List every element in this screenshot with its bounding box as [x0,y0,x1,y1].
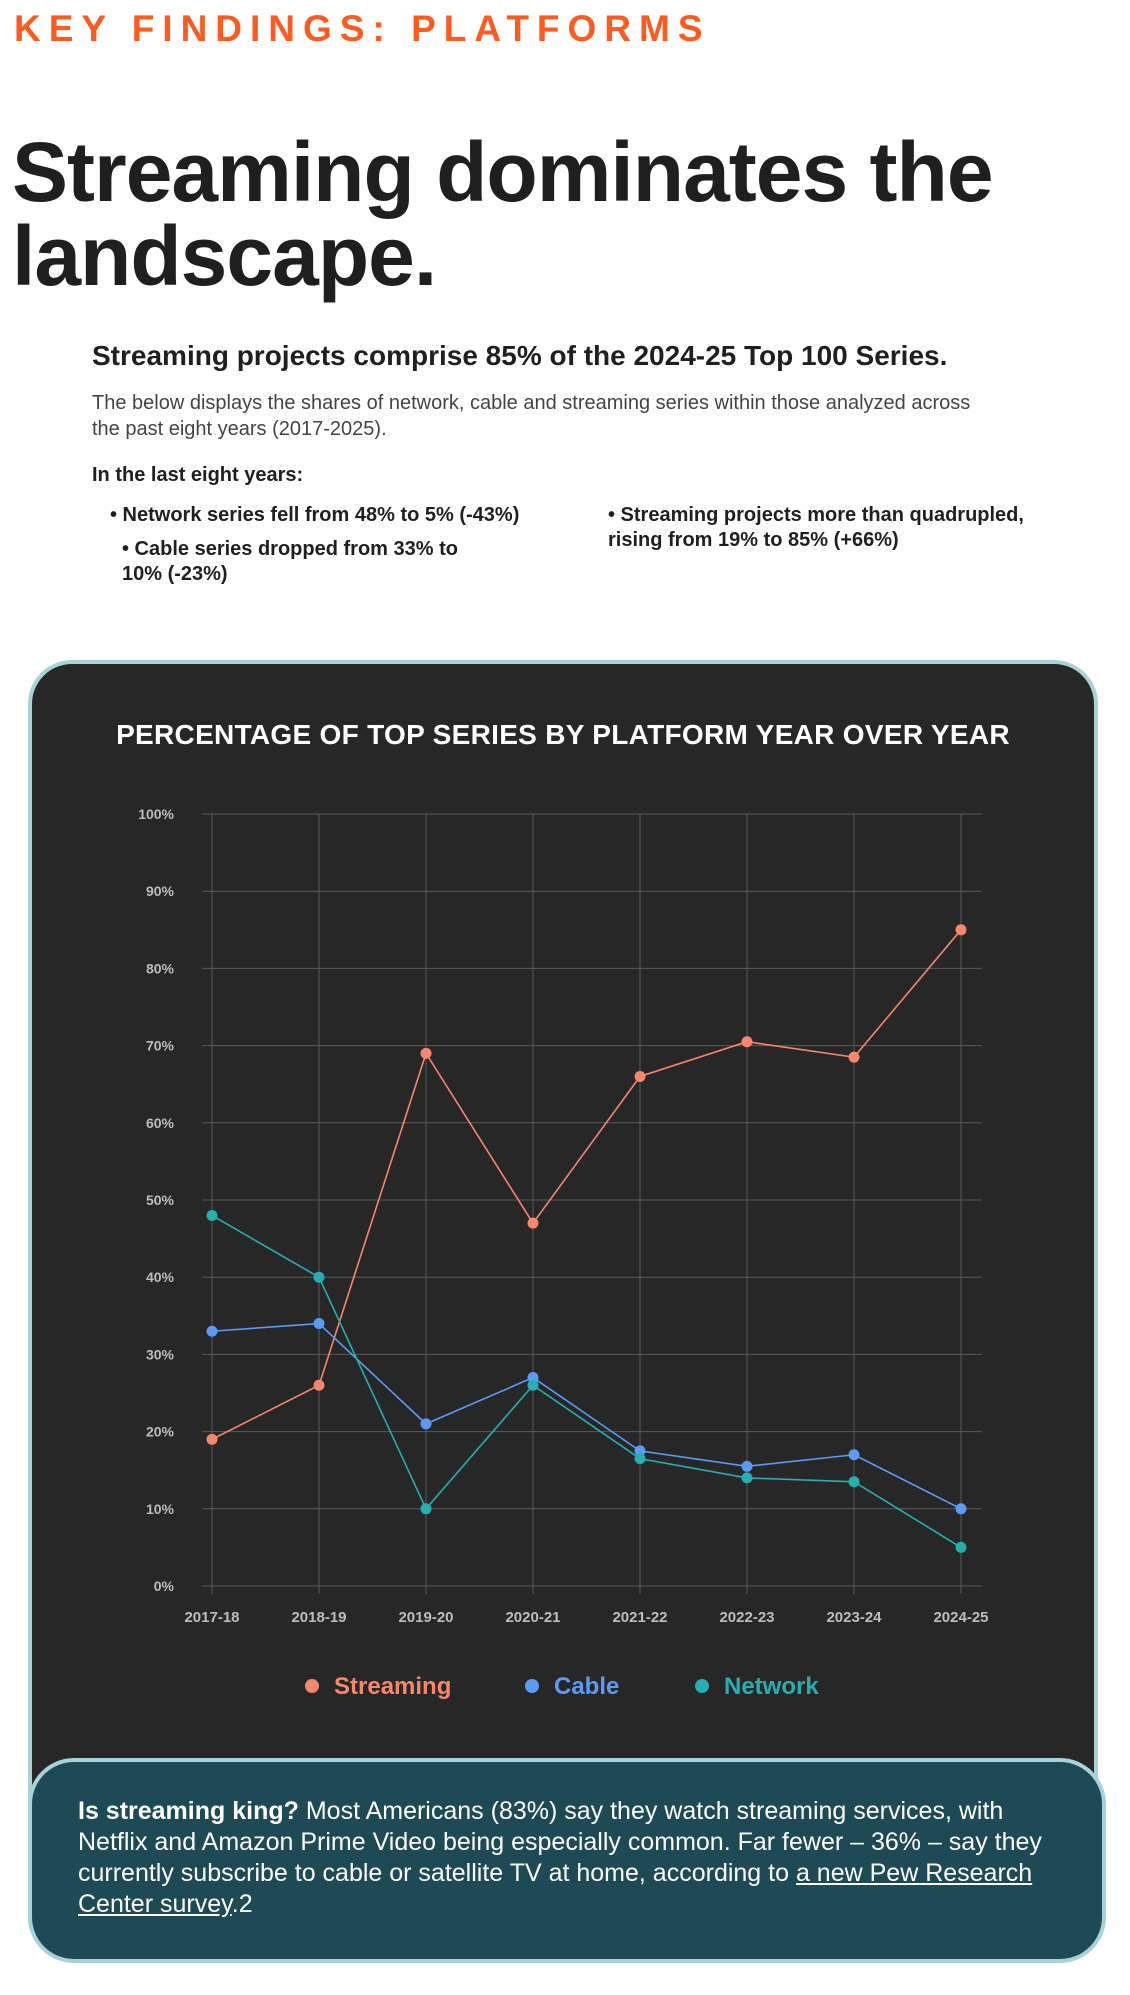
streaming-point [313,1379,325,1391]
line-chart: 0% 10% 20% 30% 40% 50% 60% 70% 80% 90% 100% 2017-18… [138,806,988,1700]
cable-point [313,1318,325,1330]
intro-subhead: Streaming projects comprise 85% of the 2… [92,340,948,371]
network-point [741,1472,753,1484]
y-tick-label: 90% [146,883,175,899]
cable-legend-label: Cable [554,1673,619,1700]
y-tick-label: 40% [146,1269,175,1285]
y-tick-label: 60% [146,1115,175,1131]
x-tick-label: 2021-22 [612,1609,667,1626]
callout-footnote: .2 [231,1890,253,1918]
x-tick-label: 2018-19 [291,1609,346,1626]
x-tick-label: 2020-21 [505,1609,560,1626]
streaming-point [848,1051,860,1063]
streaming-point [634,1070,646,1082]
cable-point [741,1460,753,1472]
streaming-point [741,1036,753,1048]
streaming-legend-label: Streaming [334,1673,451,1700]
section-eyebrow: KEY FINDINGS: PLATFORMS [14,8,711,49]
network-legend-label: Network [724,1673,819,1700]
cable-point [634,1445,646,1457]
x-tick-label: 2019-20 [398,1609,453,1626]
bullet-streaming: • Streaming projects more than quadruple… [608,504,1024,551]
pew-survey-link[interactable]: a new Pew Research Center survey [78,1859,1033,1918]
chart-title: PERCENTAGE OF TOP SERIES BY PLATFORM YEA… [116,719,1010,750]
x-tick-label: 2024-25 [933,1609,988,1626]
cable-point [206,1325,218,1337]
network-line [211,1214,962,1549]
cable-point [955,1503,967,1515]
network-legend-marker [695,1679,709,1693]
bullet-network: • Network series fell from 48% to 5% (-4… [110,504,520,526]
intro-description: The below displays the shares of network… [92,392,971,440]
bullets-title: In the last eight years: [92,464,304,486]
y-tick-label: 10% [146,1501,175,1517]
x-tick-label: 2023-24 [826,1609,882,1626]
bullet-cable: • Cable series dropped from 33% to 10% (… [122,538,458,585]
y-tick-label: 100% [138,806,174,822]
cable-legend-marker [525,1679,539,1693]
streaming-line [211,929,962,1441]
network-point [420,1503,432,1515]
cable-line [211,1322,962,1510]
y-tick-label: 50% [146,1192,175,1208]
network-point [313,1271,325,1283]
callout-lead: Is streaming king? [78,1797,299,1825]
network-point [634,1453,646,1465]
x-tick-label: 2017-18 [184,1609,239,1626]
cable-point [527,1372,539,1384]
streaming-point [206,1433,218,1445]
streaming-point [420,1047,432,1059]
chart-card: PERCENTAGE OF TOP SERIES BY PLATFORM YEA… [28,660,1098,1960]
y-tick-label: 30% [146,1346,175,1362]
streaming-point [955,924,967,936]
y-tick-label: 70% [146,1038,175,1054]
y-tick-label: 80% [146,960,175,976]
callout-box: Is streaming king? Most Americans (83%) … [28,1758,1106,1963]
streaming-point [527,1217,539,1229]
y-tick-label: 0% [154,1578,175,1594]
bullet-list: • Network series fell from 48% to 5% (-4… [92,503,1052,593]
page-headline: Streaming dominates the landscape. [12,125,994,303]
intro-block: Streaming projects comprise 85% of the 2… [92,340,1052,593]
cable-point [420,1418,432,1430]
streaming-legend-marker [305,1679,319,1693]
network-point [955,1541,967,1553]
x-tick-label: 2022-23 [719,1609,774,1626]
network-point [206,1209,218,1221]
cable-point [848,1449,860,1461]
callout-text: Most Americans (83%) say they watch stre… [78,1797,1042,1887]
y-tick-label: 20% [146,1424,175,1440]
network-point [527,1379,539,1391]
network-point [848,1476,860,1488]
